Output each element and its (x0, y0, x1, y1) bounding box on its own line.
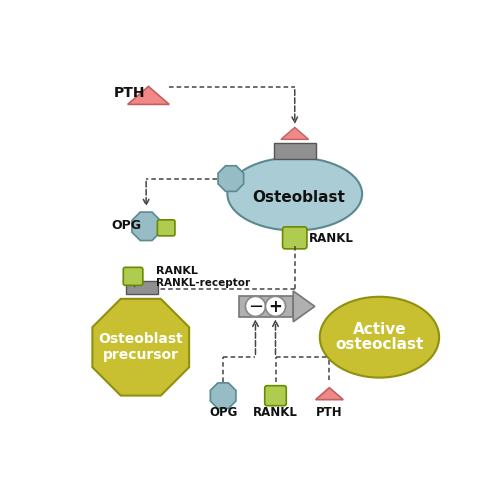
Text: −: − (248, 298, 263, 316)
Polygon shape (92, 299, 189, 395)
Text: Osteoblast: Osteoblast (252, 189, 345, 205)
FancyBboxPatch shape (124, 267, 143, 285)
Text: RANKL: RANKL (156, 266, 198, 276)
FancyBboxPatch shape (158, 220, 175, 236)
Ellipse shape (320, 297, 439, 377)
Polygon shape (128, 86, 169, 104)
Text: RANKL: RANKL (253, 407, 298, 419)
Bar (274, 143, 316, 159)
Polygon shape (293, 291, 315, 322)
Text: precursor: precursor (103, 348, 179, 362)
Polygon shape (281, 128, 308, 139)
Bar (126, 281, 158, 294)
Ellipse shape (228, 157, 362, 230)
Polygon shape (210, 383, 236, 409)
Text: RANKL: RANKL (308, 232, 354, 244)
Polygon shape (218, 166, 244, 191)
Text: osteoclast: osteoclast (336, 337, 424, 353)
FancyBboxPatch shape (264, 386, 286, 406)
Circle shape (246, 297, 266, 317)
Polygon shape (316, 388, 344, 400)
Text: OPG: OPG (112, 219, 142, 232)
FancyBboxPatch shape (282, 227, 307, 249)
Text: +: + (268, 298, 282, 316)
Text: OPG: OPG (209, 407, 238, 419)
Text: RANKL-receptor: RANKL-receptor (156, 279, 250, 288)
Polygon shape (132, 212, 160, 241)
Text: Osteoblast: Osteoblast (98, 333, 183, 346)
Bar (240, 296, 293, 317)
Text: PTH: PTH (114, 86, 146, 100)
Text: PTH: PTH (316, 407, 342, 419)
Text: Active: Active (352, 322, 406, 337)
Circle shape (266, 297, 285, 317)
